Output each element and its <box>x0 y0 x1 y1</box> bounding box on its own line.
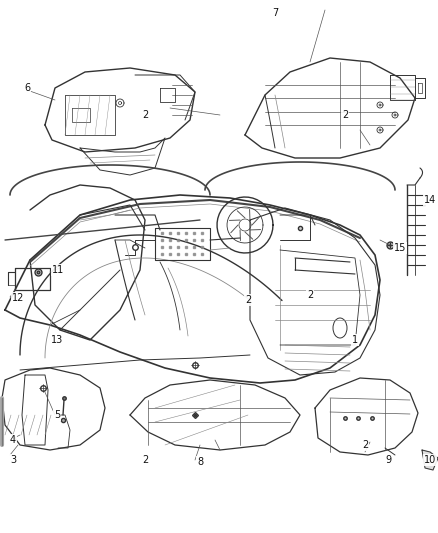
Text: 5: 5 <box>54 410 60 420</box>
Text: 14: 14 <box>424 195 436 205</box>
Text: 9: 9 <box>385 455 391 465</box>
Text: 2: 2 <box>362 440 368 450</box>
Text: 3: 3 <box>10 455 16 465</box>
Text: 11: 11 <box>52 265 64 275</box>
Text: 2: 2 <box>307 290 313 300</box>
Text: 15: 15 <box>394 243 406 253</box>
Text: 4: 4 <box>10 435 16 445</box>
Polygon shape <box>422 450 438 470</box>
Text: 6: 6 <box>24 83 30 93</box>
Text: 2: 2 <box>142 110 148 120</box>
Text: 2: 2 <box>245 295 251 305</box>
Text: 2: 2 <box>342 110 348 120</box>
Text: 12: 12 <box>12 293 24 303</box>
Text: 7: 7 <box>272 8 278 18</box>
Text: 1: 1 <box>352 335 358 345</box>
Text: 8: 8 <box>197 457 203 467</box>
Text: 13: 13 <box>51 335 63 345</box>
Text: 2: 2 <box>142 455 148 465</box>
Text: 10: 10 <box>424 455 436 465</box>
